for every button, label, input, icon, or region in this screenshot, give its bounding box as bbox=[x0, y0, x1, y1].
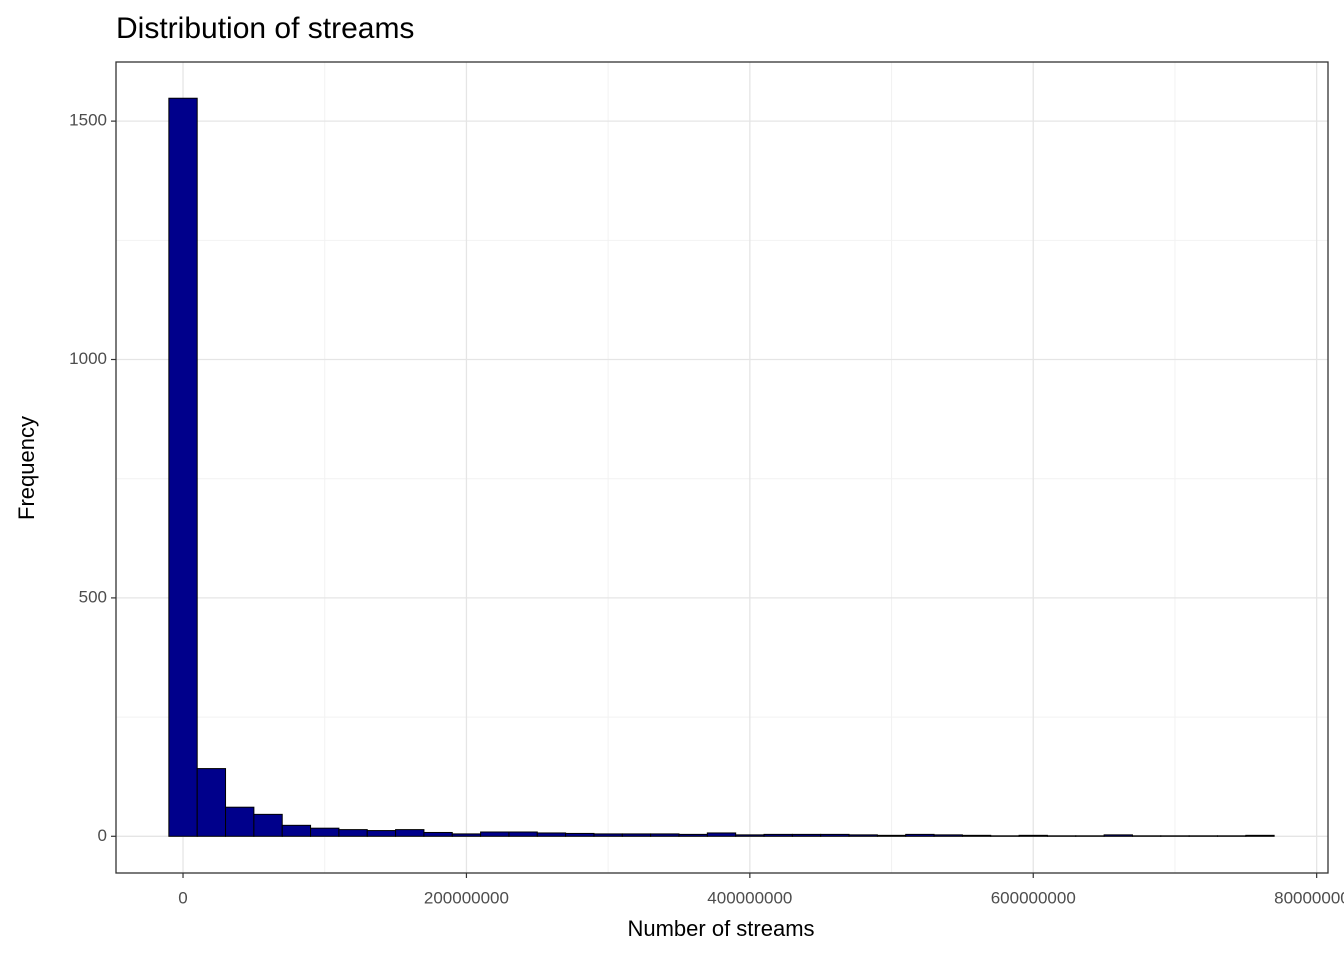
bar bbox=[593, 833, 623, 837]
bar bbox=[395, 829, 425, 837]
bar bbox=[820, 833, 850, 837]
bar bbox=[735, 834, 765, 837]
bar bbox=[338, 829, 368, 837]
y-tick-label: 500 bbox=[79, 587, 107, 606]
bar bbox=[366, 830, 397, 837]
bar bbox=[1103, 834, 1133, 837]
bar bbox=[876, 834, 907, 837]
bar bbox=[763, 833, 793, 837]
chart-title: Distribution of streams bbox=[116, 12, 414, 45]
plot-border bbox=[115, 61, 1329, 874]
bar bbox=[480, 831, 510, 837]
bar bbox=[310, 827, 340, 837]
y-tick-label: 0 bbox=[98, 826, 107, 845]
bar bbox=[196, 768, 227, 837]
bar bbox=[706, 832, 737, 837]
bar bbox=[1245, 834, 1275, 837]
x-axis-title: Number of streams bbox=[627, 916, 814, 941]
bar bbox=[1018, 834, 1048, 837]
y-tick-label: 1000 bbox=[69, 349, 107, 368]
x-tick-label: 400000000 bbox=[707, 888, 792, 907]
y-axis-title: Frequency bbox=[14, 416, 39, 520]
bar bbox=[791, 833, 822, 837]
bar bbox=[961, 834, 992, 837]
y-tick-label: 1500 bbox=[69, 111, 107, 130]
bar bbox=[905, 833, 935, 837]
x-tick-label: 800000000 bbox=[1274, 888, 1344, 907]
plot-background bbox=[116, 62, 1328, 873]
bar bbox=[848, 834, 878, 837]
bar bbox=[281, 824, 312, 837]
bar bbox=[508, 831, 538, 837]
x-tick-label: 200000000 bbox=[424, 888, 509, 907]
bar bbox=[536, 832, 567, 837]
bar bbox=[650, 833, 680, 837]
bar bbox=[678, 833, 708, 837]
bar bbox=[933, 834, 963, 837]
bar bbox=[451, 833, 482, 837]
bar bbox=[565, 832, 595, 837]
x-tick-label: 600000000 bbox=[991, 888, 1076, 907]
bar bbox=[253, 813, 283, 837]
bar bbox=[168, 97, 198, 837]
bar bbox=[423, 831, 453, 837]
bar bbox=[225, 806, 255, 837]
bar bbox=[621, 833, 652, 837]
x-tick-label: 0 bbox=[178, 888, 187, 907]
